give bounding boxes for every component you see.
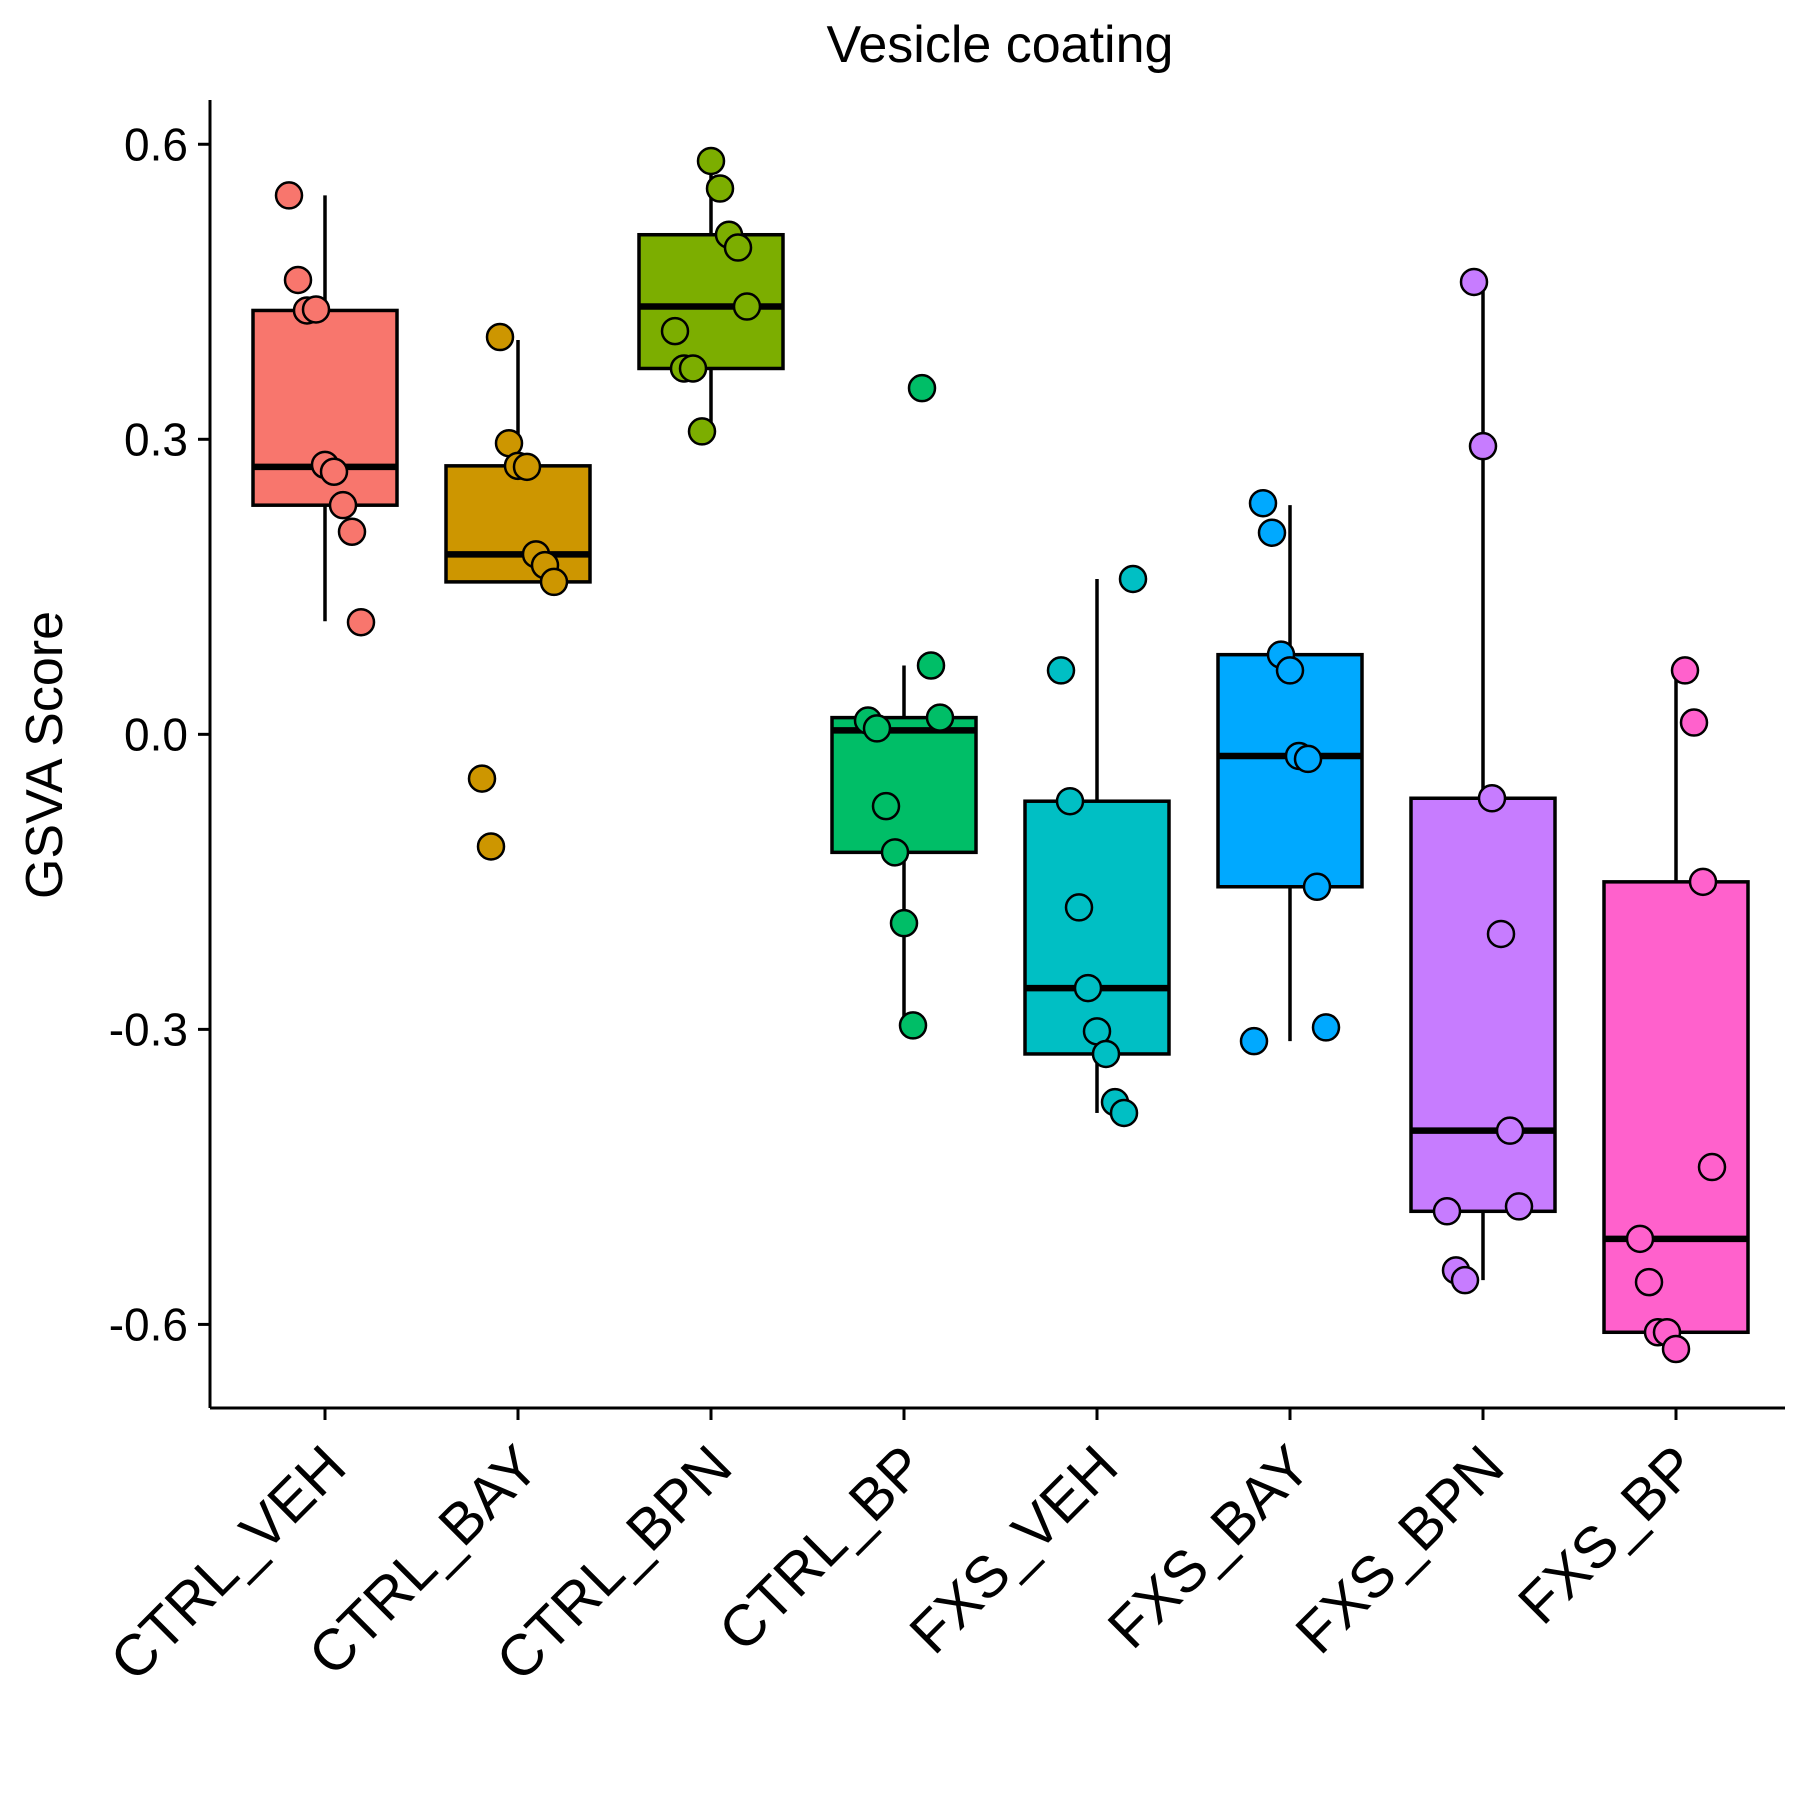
- y-tick-label: 0.3: [124, 413, 188, 465]
- x-tick-label: FXS_VEH: [897, 1433, 1130, 1666]
- data-point: [1504, 1192, 1534, 1221]
- data-point: [346, 607, 376, 637]
- data-point: [1634, 1267, 1664, 1297]
- data-point: [539, 567, 569, 597]
- data-point: [1688, 867, 1718, 897]
- data-point: [678, 354, 708, 383]
- data-point: [1625, 1224, 1655, 1254]
- data-point: [1486, 919, 1516, 949]
- box-group-fxs-bp: [1602, 656, 1750, 1364]
- data-point: [687, 417, 717, 446]
- data-point: [696, 146, 726, 176]
- chart-title: Vesicle coating: [827, 16, 1174, 74]
- data-point: [660, 316, 690, 346]
- data-point: [1679, 708, 1709, 737]
- data-point: [337, 517, 367, 546]
- box: [444, 464, 592, 584]
- data-point: [1311, 1013, 1341, 1042]
- data-point: [476, 832, 506, 861]
- data-point: [925, 703, 955, 732]
- box-group-ctrl-bay: [444, 322, 592, 861]
- box-group-fxs-bpn: [1409, 267, 1557, 1295]
- x-tick-label: CTRL_BP: [707, 1433, 938, 1664]
- data-point: [1459, 267, 1489, 297]
- data-point: [1109, 1098, 1139, 1128]
- data-point: [1055, 786, 1085, 816]
- box-group-fxs-bay: [1216, 488, 1364, 1056]
- data-point: [1432, 1197, 1462, 1226]
- data-point: [512, 452, 542, 482]
- data-point: [1046, 656, 1076, 685]
- data-point: [1248, 488, 1278, 518]
- x-ticks: CTRL_VEHCTRL_BAYCTRL_BPNCTRL_BPFXS_VEHFX…: [98, 1408, 1709, 1693]
- data-point: [319, 457, 349, 486]
- x-tick-label: FXS_BP: [1506, 1433, 1709, 1636]
- y-axis-label: GSVA Score: [16, 611, 74, 899]
- data-point: [1118, 564, 1148, 594]
- box: [1602, 880, 1750, 1335]
- box-group-ctrl-bpn: [637, 146, 785, 446]
- y-tick-label: 0.0: [124, 708, 188, 760]
- y-tick-label: -0.3: [109, 1003, 188, 1055]
- data-point: [907, 373, 937, 403]
- data-point: [1302, 872, 1332, 902]
- data-point: [880, 838, 910, 867]
- data-point: [1257, 518, 1287, 547]
- data-point: [1495, 1116, 1525, 1145]
- data-point: [1468, 431, 1498, 461]
- data-point: [1661, 1334, 1691, 1364]
- data-point: [1477, 784, 1507, 813]
- data-point: [862, 714, 892, 743]
- box: [1409, 796, 1557, 1214]
- data-point: [705, 174, 735, 203]
- box-group-fxs-veh: [1023, 564, 1171, 1128]
- data-point: [1275, 656, 1305, 685]
- box-group-ctrl-bp: [830, 373, 978, 1040]
- data-point: [1064, 893, 1094, 922]
- box: [1023, 799, 1171, 1056]
- data-point: [723, 233, 753, 262]
- data-point: [1239, 1026, 1269, 1056]
- data-point: [274, 181, 304, 210]
- data-point: [283, 265, 313, 295]
- data-point: [1293, 744, 1323, 774]
- data-point: [916, 651, 946, 680]
- data-point: [1091, 1039, 1121, 1069]
- data-point: [328, 490, 358, 520]
- data-point: [732, 292, 762, 321]
- data-point: [871, 791, 901, 821]
- y-tick-label: -0.6: [109, 1298, 188, 1350]
- plot-area: [251, 146, 1750, 1364]
- x-tick-label: FXS_BPN: [1283, 1433, 1516, 1666]
- box: [637, 232, 785, 371]
- box: [830, 715, 978, 855]
- data-point: [485, 322, 515, 352]
- data-point: [1670, 656, 1700, 685]
- y-tick-label: 0.6: [124, 118, 188, 170]
- data-point: [467, 764, 497, 793]
- data-point: [1073, 973, 1103, 1003]
- box-group-ctrl-veh: [251, 181, 399, 637]
- data-point: [889, 908, 919, 938]
- data-point: [1697, 1152, 1727, 1182]
- box: [1216, 652, 1364, 889]
- data-point: [898, 1011, 928, 1040]
- data-point: [301, 295, 331, 324]
- data-point: [1450, 1265, 1480, 1295]
- y-ticks: 0.6 0.3 0.0 -0.3 -0.6: [109, 118, 210, 1350]
